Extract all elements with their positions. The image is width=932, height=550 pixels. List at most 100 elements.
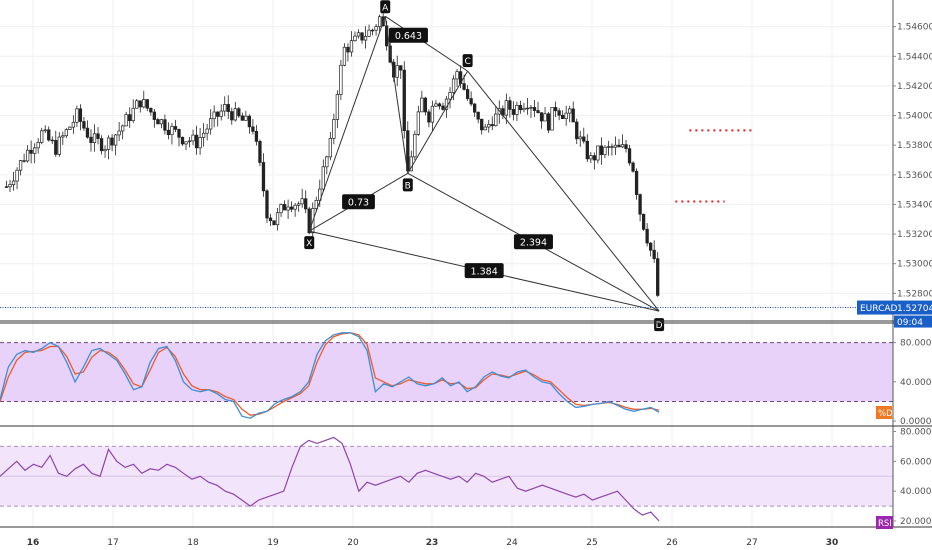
- candle-body: [360, 32, 364, 41]
- candle-body: [571, 108, 575, 123]
- candle-body: [342, 46, 347, 66]
- candle-body: [370, 29, 375, 32]
- stoch-tick-label: 0.0000: [900, 417, 932, 427]
- candle-body: [50, 139, 54, 142]
- x-tick-label: 24: [506, 538, 518, 548]
- candle-body: [18, 160, 23, 171]
- candle-body: [546, 113, 551, 131]
- candle-body: [4, 186, 9, 188]
- candle-body: [82, 121, 86, 129]
- stoch-badge[interactable]: %D: [876, 406, 893, 419]
- candle-body: [645, 228, 649, 244]
- candle-body: [43, 129, 47, 132]
- candle-body: [131, 107, 135, 122]
- price-tick-label: 1.54600: [897, 23, 932, 33]
- price-tick-label: 1.52800: [897, 289, 932, 299]
- candle-body: [110, 137, 114, 146]
- stoch-tick-label: 40.0000: [900, 378, 932, 388]
- candle-body: [297, 203, 301, 206]
- candle-body: [451, 78, 456, 93]
- candle-body: [85, 127, 90, 138]
- candle-body: [606, 146, 611, 148]
- rsi-tick-label: 40.0000: [900, 487, 932, 497]
- candle-body: [61, 135, 65, 138]
- x-tick-label: 17: [107, 538, 118, 548]
- candle-body: [33, 147, 37, 154]
- price-axis[interactable]: 1.54600 1.54400 1.54200 1.54000 1.53800 1.536…: [893, 23, 932, 527]
- candle-body: [649, 242, 653, 251]
- candle-body: [656, 258, 660, 296]
- candle-body: [613, 144, 618, 148]
- candle-body: [434, 103, 438, 107]
- candle-body: [54, 140, 58, 155]
- candle-body: [402, 69, 406, 132]
- candle-body: [142, 99, 146, 108]
- candle-body: [441, 105, 445, 110]
- candle-body: [314, 200, 318, 209]
- candle-body: [194, 134, 199, 149]
- candle-body: [11, 180, 16, 185]
- rsi-line: [0, 436, 660, 522]
- x-tick-label: 25: [586, 538, 597, 548]
- candle-body: [532, 107, 537, 111]
- price-tag[interactable]: EURCAD 1.52704 09:04: [857, 300, 932, 329]
- candle-body: [589, 155, 593, 160]
- candle-body: [353, 35, 357, 42]
- candle-body: [99, 138, 104, 152]
- candle-body: [75, 108, 79, 123]
- candle-body: [550, 107, 554, 131]
- candle-body: [578, 136, 582, 140]
- candle-body: [191, 134, 195, 142]
- pattern-leg: [384, 15, 468, 72]
- candle-body: [307, 208, 311, 234]
- pattern-point-badge: [462, 54, 473, 68]
- candle-body: [244, 115, 248, 121]
- x-tick-label: 16: [27, 538, 40, 548]
- ratio-label: 0.73: [348, 198, 369, 209]
- candle-body: [561, 114, 565, 119]
- stochastic-pane[interactable]: [0, 332, 893, 419]
- candle-body: [237, 108, 241, 117]
- candle-body: [568, 108, 572, 114]
- candle-body: [617, 144, 621, 148]
- candle-body: [201, 132, 206, 138]
- pattern-leg: [384, 16, 409, 174]
- x-tick-label: 26: [666, 538, 678, 548]
- candle-body: [166, 129, 171, 136]
- candle-body: [247, 115, 252, 128]
- candle-body: [638, 194, 642, 215]
- candle-body: [254, 131, 259, 142]
- candle-body: [599, 145, 604, 155]
- rsi-pane[interactable]: [0, 436, 893, 522]
- candle-body: [286, 206, 290, 211]
- candle-body: [427, 111, 431, 123]
- price-tick-label: 1.53000: [897, 260, 932, 270]
- target-levels: [675, 129, 753, 203]
- candle-body: [124, 114, 128, 127]
- rsi-tick-label: 60.0000: [900, 457, 932, 467]
- candle-body: [325, 156, 329, 168]
- candle-body: [564, 112, 568, 119]
- candle-body: [420, 97, 424, 113]
- rsi-badge[interactable]: RSI: [876, 516, 893, 529]
- candle-body: [152, 111, 156, 120]
- candle-body: [641, 213, 646, 230]
- candle-body: [15, 169, 19, 182]
- candle-body: [282, 204, 287, 211]
- candle-body: [483, 126, 487, 131]
- candle-body: [522, 107, 526, 111]
- candle-body: [198, 137, 202, 149]
- candle-body: [627, 148, 632, 164]
- stoch-tick-label: 80.0000: [900, 339, 932, 349]
- stoch-band-fill: [0, 342, 893, 402]
- candle-body: [423, 97, 428, 113]
- candle-body: [300, 198, 304, 205]
- pattern-point-label: C: [464, 57, 470, 67]
- price-tick-label: 1.54000: [897, 112, 932, 122]
- candle-body: [180, 136, 185, 145]
- candle-body: [395, 65, 399, 78]
- time-axis[interactable]: 16 17 18 19 20 23 24 25 26 27 30: [27, 538, 839, 548]
- price-pane[interactable]: X A B C D 0.643 0.73 2.394 1.384: [0, 0, 893, 527]
- candle-body: [462, 83, 466, 90]
